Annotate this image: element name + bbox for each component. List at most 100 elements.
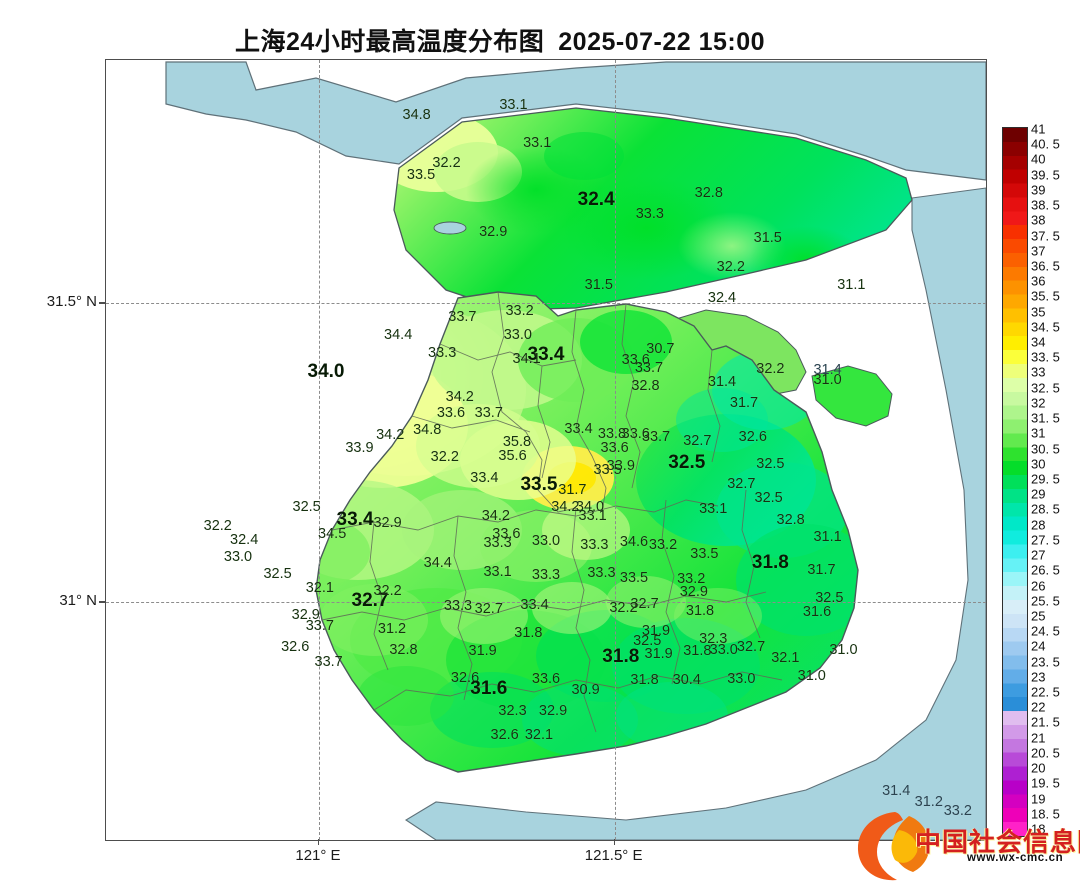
temperature-value-label: 35.6	[498, 448, 527, 465]
temperature-value-label: 31.7	[807, 562, 836, 579]
temperature-value-label: 33.6	[621, 425, 650, 442]
colorbar-tick: 36. 5	[1031, 258, 1060, 274]
watermark-url: www.wx-cmc.cn	[967, 852, 1064, 864]
temperature-value-label: 33.5	[406, 167, 436, 184]
temperature-value-label: 33.5	[593, 462, 622, 479]
temperature-value-label: 33.7	[474, 404, 503, 421]
temperature-value-label: 33.0	[727, 670, 756, 687]
colorbar-tick: 30	[1031, 456, 1046, 472]
temperature-value-label: 32.8	[631, 378, 660, 395]
temperature-value-label: 30.7	[646, 340, 675, 357]
temperature-value-label: 33.6	[436, 404, 466, 421]
temperature-value-label: 32.2	[609, 600, 638, 617]
temperature-value-label: 34.2	[481, 508, 510, 525]
colorbar-tick: 37. 5	[1031, 228, 1060, 244]
temperature-value-label: 33.4	[564, 420, 593, 437]
colorbar-tick: 24. 5	[1031, 623, 1060, 639]
temperature-value-label: 33.0	[531, 533, 561, 550]
colorbar-tick: 30. 5	[1031, 441, 1060, 457]
temperature-value-label: 34.8	[402, 106, 431, 123]
temperature-value-label: 33.0	[503, 326, 532, 343]
temperature-value-label: 31.4	[813, 362, 842, 379]
temperature-value-label: 35.8	[502, 434, 532, 451]
temperature-value-label: 30.4	[672, 672, 701, 689]
colorbar-tick-labels: 41 40. 5 40 39. 5 39 38. 5 38 37. 5 37 36. 5 36 35.…	[1031, 123, 1080, 837]
temperature-value-label: 33.4	[527, 343, 565, 365]
temperature-value-label: 32.2	[432, 154, 461, 171]
colorbar-tick: 29. 5	[1031, 471, 1060, 487]
temperature-value-label: 31.9	[644, 646, 673, 663]
flame-swirl-logo	[857, 812, 930, 881]
temperature-value-label: 33.6	[531, 670, 561, 687]
colorbar-tick: 40	[1031, 151, 1046, 167]
temperature-value-label: 33.1	[523, 134, 552, 151]
colorbar-tick: 21	[1031, 730, 1046, 746]
temperature-value-label: 34.1	[512, 350, 541, 367]
temperature-value-label: 32.2	[203, 517, 232, 534]
temperature-value-label: 32.7	[736, 639, 766, 656]
temperature-value-label: 32.7	[630, 595, 659, 612]
colorbar-tick: 37	[1031, 243, 1046, 259]
temperature-value-label: 32.5	[754, 490, 783, 507]
temperature-value-label: 33.1	[499, 97, 528, 114]
colorbar-tick: 21. 5	[1031, 714, 1060, 730]
colorbar[interactable]: 41 40. 5 40 39. 5 39 38. 5 38 37. 5 37 36. 5 36 35.…	[1002, 123, 1080, 839]
temperature-value-label: 31.9	[641, 622, 671, 639]
temperature-value-label: 33.6	[492, 526, 521, 543]
temperature-value-label: 33.2	[943, 803, 972, 820]
temperature-value-label: 32.5	[668, 452, 706, 474]
colorbar-tick: 20	[1031, 760, 1046, 776]
colorbar-tick: 23	[1031, 669, 1046, 685]
temperature-value-label: 31.8	[602, 645, 640, 667]
temperature-value-label: 32.2	[430, 449, 459, 466]
temperature-value-label: 32.5	[292, 498, 321, 515]
map-plot-area[interactable]: 34.8 33.1 33.1 32.2 33.5 32.4 33.3 32.8 32.9 31.5…	[105, 59, 987, 841]
colorbar-tick: 31. 5	[1031, 410, 1060, 426]
temperature-value-label: 33.4	[520, 597, 549, 614]
colorbar-tick: 24	[1031, 638, 1046, 654]
temperature-value-label: 31.5	[753, 229, 782, 246]
temperature-value-label: 33.0	[223, 548, 253, 565]
temperature-value-label: 34.8	[413, 421, 442, 438]
colorbar-tick: 27. 5	[1031, 532, 1060, 548]
temperature-value-label: 33.3	[428, 344, 457, 361]
colorbar-tick: 19	[1031, 791, 1046, 807]
temperature-value-label: 32.1	[771, 650, 800, 667]
temperature-value-label: 32.7	[683, 432, 712, 449]
colorbar-tick: 18	[1031, 821, 1046, 837]
temperature-value-label: 31.2	[377, 621, 407, 638]
temperature-value-label: 31.6	[802, 604, 832, 621]
temperature-value-label: 32.8	[389, 642, 418, 659]
temperature-value-label: 31.8	[683, 643, 712, 660]
temperature-value-label: 32.9	[291, 607, 320, 624]
title-main: 上海24小时最高温度分布图	[234, 28, 545, 56]
temperature-value-label: 31.0	[813, 371, 842, 388]
x-axis-tick-label: 121° E	[295, 847, 341, 864]
temperature-value-label: 33.3	[580, 537, 609, 554]
temperature-value-label: 33.0	[709, 642, 738, 659]
temperature-value-label: 32.7	[727, 475, 756, 492]
colorbar-tick: 38	[1031, 212, 1046, 228]
temperature-value-label: 32.9	[538, 703, 568, 720]
temperature-value-label: 31.8	[514, 625, 543, 642]
temperature-value-label: 34.2	[376, 427, 405, 444]
temperature-value-label: 31.1	[837, 276, 866, 293]
temperature-value-label: 32.2	[716, 258, 745, 275]
colorbar-tick: 19. 5	[1031, 775, 1060, 791]
temperature-value-label: 33.2	[648, 537, 678, 554]
colorbar-tick: 35	[1031, 304, 1046, 320]
temperature-value-label: 34.4	[423, 555, 452, 572]
page-title: 上海24小时最高温度分布图 2025-07-22 15:00	[0, 22, 1000, 58]
temperature-value-label: 31.2	[914, 793, 943, 810]
colorbar-tick: 25	[1031, 608, 1046, 624]
temperature-value-label: 32.9	[373, 514, 402, 531]
temperature-value-label: 30.9	[571, 682, 600, 699]
temperature-value-label: 32.5	[633, 633, 662, 650]
colorbar-tick: 41	[1031, 121, 1046, 137]
temperature-value-label: 31.0	[797, 668, 826, 685]
temperature-value-label: 33.7	[305, 617, 334, 634]
temperature-value-label: 32.3	[699, 630, 728, 647]
temperature-value-label: 33.5	[520, 474, 558, 496]
temperature-value-label: 31.4	[882, 782, 911, 799]
colorbar-tick: 32	[1031, 395, 1046, 411]
